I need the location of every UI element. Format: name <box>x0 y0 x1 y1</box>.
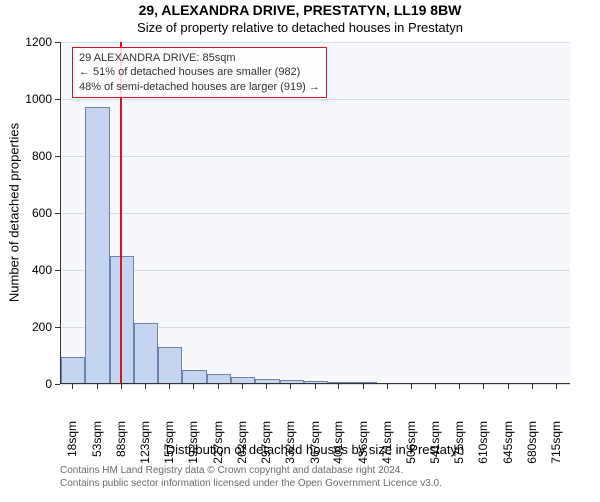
y-tick-label: 200 <box>12 320 52 334</box>
x-tick-mark <box>315 384 316 389</box>
histogram-bar <box>255 379 279 383</box>
x-tick-mark <box>338 384 339 389</box>
x-tick-mark <box>290 384 291 389</box>
histogram-bar <box>207 374 231 383</box>
x-tick-label: 645sqm <box>501 421 515 471</box>
footer-line: Contains public sector information licen… <box>60 477 580 490</box>
gridline-h <box>61 99 570 100</box>
y-tick-mark <box>55 156 60 157</box>
histogram-bar <box>134 323 158 383</box>
x-tick-mark <box>411 384 412 389</box>
x-tick-mark <box>483 384 484 389</box>
x-tick-mark <box>556 384 557 389</box>
y-tick-mark <box>55 213 60 214</box>
x-tick-label: 262sqm <box>235 421 249 471</box>
annotation-line: ← 51% of detached houses are smaller (98… <box>79 65 320 79</box>
annotation-line: 29 ALEXANDRA DRIVE: 85sqm <box>79 51 320 65</box>
x-tick-label: 157sqm <box>162 421 176 471</box>
x-tick-mark <box>145 384 146 389</box>
y-tick-label: 0 <box>12 377 52 391</box>
histogram-bar <box>158 347 182 383</box>
x-tick-label: 367sqm <box>308 421 322 471</box>
x-tick-label: 18sqm <box>65 421 79 471</box>
x-tick-mark <box>387 384 388 389</box>
x-tick-label: 575sqm <box>452 421 466 471</box>
histogram-bar <box>352 382 376 383</box>
histogram-bar <box>304 381 328 383</box>
x-tick-mark <box>193 384 194 389</box>
histogram-bar <box>85 107 109 383</box>
x-tick-label: 192sqm <box>186 421 200 471</box>
x-tick-label: 436sqm <box>356 421 370 471</box>
histogram-bar <box>328 382 352 383</box>
y-tick-mark <box>55 384 60 385</box>
x-tick-label: 715sqm <box>549 421 563 471</box>
x-tick-mark <box>363 384 364 389</box>
histogram-bar <box>231 377 255 383</box>
chart-subtitle: Size of property relative to detached ho… <box>0 20 600 35</box>
histogram-bar <box>280 380 304 383</box>
x-tick-label: 88sqm <box>114 421 128 471</box>
x-tick-label: 123sqm <box>138 421 152 471</box>
y-tick-label: 600 <box>12 206 52 220</box>
x-tick-mark <box>218 384 219 389</box>
chart-title: 29, ALEXANDRA DRIVE, PRESTATYN, LL19 8BW <box>0 2 600 18</box>
y-tick-mark <box>55 99 60 100</box>
y-tick-label: 800 <box>12 149 52 163</box>
x-tick-mark <box>435 384 436 389</box>
annotation-line: 48% of semi-detached houses are larger (… <box>79 80 320 94</box>
x-tick-label: 471sqm <box>380 421 394 471</box>
x-tick-label: 297sqm <box>259 421 273 471</box>
x-tick-label: 610sqm <box>476 421 490 471</box>
gridline-h <box>61 42 570 43</box>
x-tick-label: 506sqm <box>404 421 418 471</box>
x-tick-mark <box>532 384 533 389</box>
y-tick-mark <box>55 270 60 271</box>
x-tick-mark <box>72 384 73 389</box>
y-tick-label: 1200 <box>12 35 52 49</box>
x-tick-mark <box>242 384 243 389</box>
x-tick-label: 401sqm <box>331 421 345 471</box>
x-tick-mark <box>459 384 460 389</box>
annotation-box: 29 ALEXANDRA DRIVE: 85sqm← 51% of detach… <box>72 47 327 98</box>
histogram-bar <box>182 370 206 383</box>
histogram-bar <box>61 357 85 383</box>
x-tick-label: 53sqm <box>90 421 104 471</box>
x-tick-mark <box>121 384 122 389</box>
x-tick-label: 541sqm <box>428 421 442 471</box>
gridline-h <box>61 213 570 214</box>
x-tick-label: 227sqm <box>211 421 225 471</box>
x-tick-mark <box>97 384 98 389</box>
x-tick-mark <box>169 384 170 389</box>
y-tick-label: 1000 <box>12 92 52 106</box>
gridline-h <box>61 270 570 271</box>
x-tick-mark <box>266 384 267 389</box>
y-tick-mark <box>55 42 60 43</box>
gridline-h <box>61 156 570 157</box>
x-tick-mark <box>508 384 509 389</box>
y-tick-mark <box>55 327 60 328</box>
x-tick-label: 332sqm <box>283 421 297 471</box>
x-tick-label: 680sqm <box>525 421 539 471</box>
y-tick-label: 400 <box>12 263 52 277</box>
